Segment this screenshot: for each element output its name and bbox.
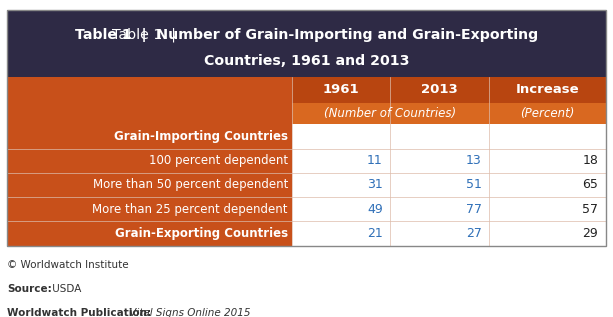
Text: 27: 27 <box>466 227 482 240</box>
Text: Grain-Importing Countries: Grain-Importing Countries <box>114 130 288 143</box>
Text: (Percent): (Percent) <box>520 107 574 120</box>
Bar <box>292 173 390 197</box>
Text: 57: 57 <box>582 203 598 216</box>
Text: © Worldwatch Institute: © Worldwatch Institute <box>7 260 129 270</box>
Bar <box>390 149 489 173</box>
Bar <box>7 221 292 245</box>
Bar <box>489 221 606 245</box>
Bar <box>7 197 292 221</box>
Text: Grain-Exporting Countries: Grain-Exporting Countries <box>115 227 288 240</box>
Bar <box>390 173 489 197</box>
Text: 77: 77 <box>465 203 482 216</box>
Bar <box>292 103 489 125</box>
Text: 49: 49 <box>367 203 383 216</box>
Text: Increase: Increase <box>516 83 579 96</box>
Bar <box>390 77 489 103</box>
Text: 18: 18 <box>582 154 598 167</box>
Text: 51: 51 <box>466 178 482 191</box>
Text: 21: 21 <box>367 227 383 240</box>
Text: Countries, 1961 and 2013: Countries, 1961 and 2013 <box>204 54 409 68</box>
Text: Table 1  |: Table 1 | <box>112 28 185 42</box>
Bar <box>489 173 606 197</box>
Bar <box>489 77 606 103</box>
Text: Table 1  |  Number of Grain-Importing and Grain-Exporting: Table 1 | Number of Grain-Importing and … <box>75 28 538 42</box>
Bar <box>292 149 390 173</box>
Text: 65: 65 <box>582 178 598 191</box>
Bar <box>390 221 489 245</box>
Bar <box>390 125 489 149</box>
Bar <box>292 77 390 103</box>
Bar <box>7 77 292 103</box>
Bar <box>390 197 489 221</box>
Text: 29: 29 <box>582 227 598 240</box>
Text: 31: 31 <box>367 178 383 191</box>
Text: Vital Signs Online 2015: Vital Signs Online 2015 <box>126 307 251 317</box>
Bar <box>7 149 292 173</box>
Text: (Number of Countries): (Number of Countries) <box>324 107 456 120</box>
Text: 13: 13 <box>466 154 482 167</box>
Text: 1961: 1961 <box>322 83 359 96</box>
Bar <box>489 197 606 221</box>
Bar <box>292 197 390 221</box>
Text: More than 25 percent dependent: More than 25 percent dependent <box>93 203 288 216</box>
Bar <box>292 125 390 149</box>
Text: USDA: USDA <box>49 284 82 294</box>
Text: More than 50 percent dependent: More than 50 percent dependent <box>93 178 288 191</box>
Bar <box>7 173 292 197</box>
Bar <box>489 103 606 125</box>
Bar <box>7 103 292 125</box>
Bar <box>7 125 292 149</box>
Bar <box>7 10 606 77</box>
Bar <box>292 221 390 245</box>
Text: 100 percent dependent: 100 percent dependent <box>149 154 288 167</box>
Bar <box>7 10 606 245</box>
Text: Source:: Source: <box>7 284 52 294</box>
Text: Worldwatch Publication:: Worldwatch Publication: <box>7 307 151 317</box>
Text: 11: 11 <box>367 154 383 167</box>
Bar <box>489 125 606 149</box>
Text: 2013: 2013 <box>421 83 458 96</box>
Bar <box>489 149 606 173</box>
